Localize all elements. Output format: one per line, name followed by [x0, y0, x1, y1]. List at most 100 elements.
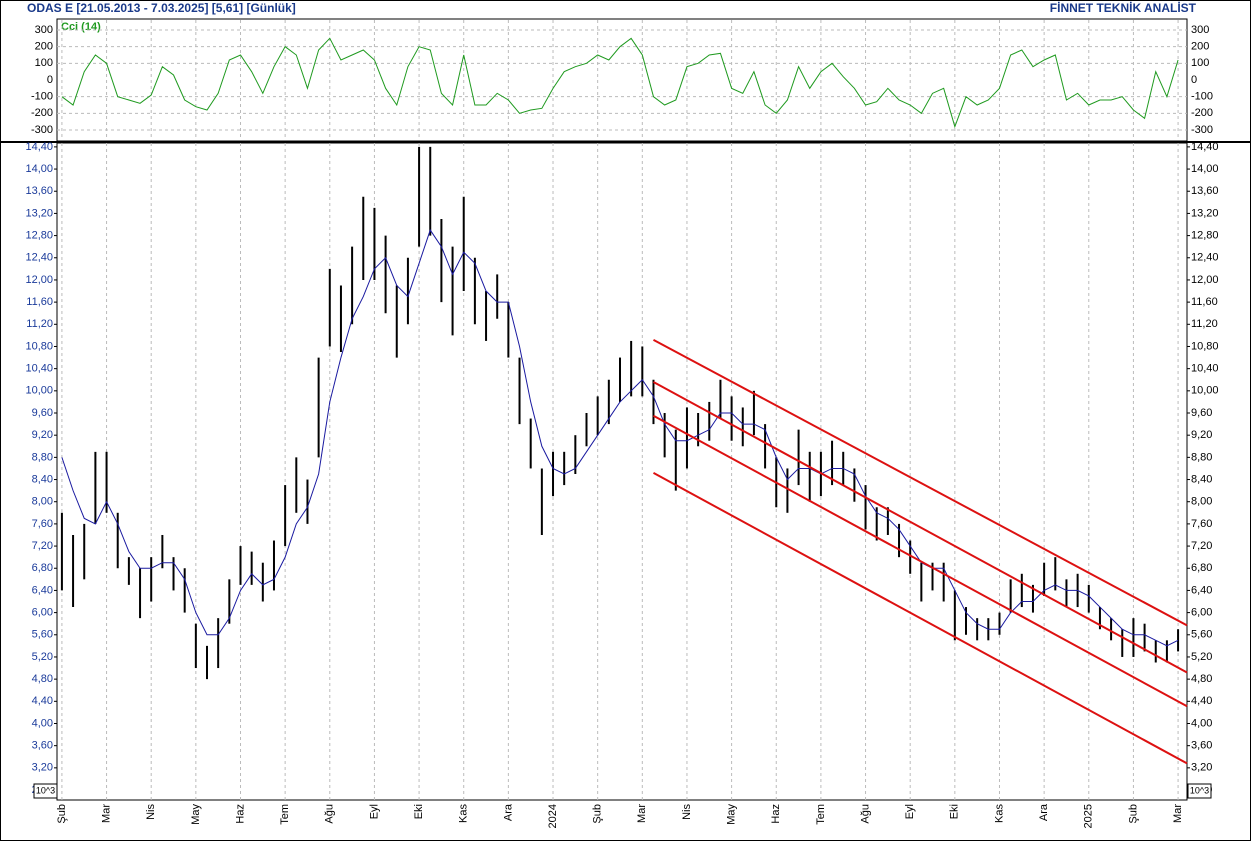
y-tick-label: 12,40	[25, 252, 53, 264]
y-tick-label: 0	[1191, 74, 1197, 86]
y-tick-label: 9,20	[1191, 429, 1212, 441]
y-tick-label: 12,00	[1191, 274, 1219, 286]
y-tick-label: 7,20	[32, 540, 53, 552]
channel-line	[652, 414, 1188, 708]
x-tick-label: Şub	[56, 804, 68, 824]
x-tick-label: Haz	[770, 804, 782, 824]
y-tick-label: -200	[1191, 107, 1213, 119]
multiplier-label: 10^3	[36, 785, 55, 795]
y-tick-label: 10,80	[25, 340, 53, 352]
y-tick-label: 100	[35, 57, 53, 69]
x-tick-label: Tem	[815, 804, 827, 825]
y-tick-label: -100	[1191, 91, 1213, 103]
y-tick-label: 10,40	[25, 363, 53, 375]
y-tick-label: 6,00	[1191, 607, 1212, 619]
y-tick-label: -200	[31, 107, 53, 119]
cci-label: Cci (14)	[61, 21, 101, 33]
y-tick-label: 6,40	[1191, 584, 1212, 596]
y-tick-label: 0	[47, 74, 53, 86]
y-tick-label: 14,00	[1191, 163, 1219, 175]
x-tick-label: Kas	[993, 804, 1005, 823]
y-tick-label: 10,80	[1191, 340, 1219, 352]
y-tick-label: 11,20	[1191, 318, 1218, 330]
y-tick-label: 14,00	[25, 163, 53, 175]
x-tick-label: Kas	[458, 804, 470, 823]
y-tick-label: -300	[1191, 124, 1213, 136]
y-tick-label: 4,00	[1191, 717, 1212, 729]
multiplier-box	[33, 783, 58, 799]
y-tick-label: 8,40	[1191, 473, 1212, 485]
y-tick-label: 7,20	[1191, 540, 1212, 552]
y-tick-label: -300	[31, 124, 53, 136]
cci-line	[61, 37, 1179, 129]
y-tick-label: 4,80	[32, 673, 53, 685]
x-tick-label: Mar	[1172, 804, 1184, 823]
y-tick-label: 8,80	[32, 451, 53, 463]
y-tick-label: 12,80	[25, 229, 53, 241]
x-tick-label: Şub	[1127, 804, 1139, 824]
y-tick-label: 10,40	[1191, 363, 1219, 375]
y-tick-label: 12,00	[25, 274, 53, 286]
header-brand: FİNNET TEKNİK ANALİST	[1050, 0, 1197, 15]
y-tick-label: 12,80	[1191, 229, 1219, 241]
y-tick-label: 6,00	[32, 607, 53, 619]
y-tick-label: 11,60	[1191, 296, 1218, 308]
y-tick-label: 3,60	[1191, 740, 1212, 752]
y-tick-label: 9,20	[32, 429, 53, 441]
x-tick-label: Nis	[145, 804, 157, 820]
x-tick-label: May	[190, 804, 202, 825]
x-tick-label: Mar	[636, 804, 648, 823]
y-tick-label: 10,00	[1191, 385, 1219, 397]
y-tick-label: 4,40	[1191, 695, 1212, 707]
y-tick-label: 14,40	[25, 141, 53, 153]
channel-line	[652, 381, 1188, 674]
y-tick-label: 7,60	[32, 518, 53, 530]
y-tick-label: 200	[35, 41, 53, 53]
y-tick-label: 3,20	[1191, 762, 1212, 774]
x-tick-label: Ara	[1038, 803, 1050, 821]
x-tick-label: Haz	[234, 804, 246, 824]
y-tick-label: 5,60	[32, 629, 53, 641]
x-tick-label: Eyl	[904, 804, 916, 819]
y-tick-label: 7,60	[1191, 518, 1212, 530]
x-tick-label: Ağu	[324, 804, 336, 824]
y-tick-label: 13,60	[1191, 185, 1219, 197]
y-tick-label: 300	[35, 24, 53, 36]
x-tick-label: 2024	[547, 804, 559, 828]
y-tick-label: 4,40	[32, 695, 53, 707]
y-tick-label: 300	[1191, 24, 1209, 36]
multiplier-label: 10^3	[1190, 785, 1209, 795]
x-tick-label: 2025	[1083, 804, 1095, 828]
x-tick-label: Ara	[502, 803, 514, 821]
x-tick-label: Mar	[100, 804, 112, 823]
y-tick-label: 8,00	[32, 496, 53, 508]
x-tick-label: Eki	[413, 804, 425, 819]
y-tick-label: -100	[31, 91, 53, 103]
y-tick-label: 13,20	[25, 207, 53, 219]
y-tick-label: 3,60	[32, 740, 53, 752]
x-tick-label: May	[726, 804, 738, 825]
channel-line	[652, 472, 1188, 765]
y-tick-label: 9,60	[1191, 407, 1212, 419]
y-tick-label: 8,00	[1191, 496, 1212, 508]
x-tick-label: Şub	[592, 804, 604, 824]
y-tick-label: 5,20	[32, 651, 53, 663]
y-tick-label: 8,80	[1191, 451, 1212, 463]
y-tick-label: 6,80	[32, 562, 53, 574]
y-tick-label: 200	[1191, 41, 1209, 53]
x-tick-label: Eki	[949, 804, 961, 819]
y-tick-label: 6,40	[32, 584, 53, 596]
y-tick-label: 14,40	[1191, 141, 1219, 153]
y-tick-label: 11,20	[26, 318, 53, 330]
x-tick-label: Nis	[681, 804, 693, 820]
y-tick-label: 4,00	[32, 717, 53, 729]
y-tick-label: 13,60	[25, 185, 53, 197]
moving-average	[61, 228, 1179, 647]
y-tick-label: 11,60	[26, 296, 53, 308]
x-tick-label: Eyl	[368, 804, 380, 819]
y-tick-label: 12,40	[1191, 252, 1219, 264]
y-tick-label: 13,20	[1191, 207, 1219, 219]
y-tick-label: 4,80	[1191, 673, 1212, 685]
